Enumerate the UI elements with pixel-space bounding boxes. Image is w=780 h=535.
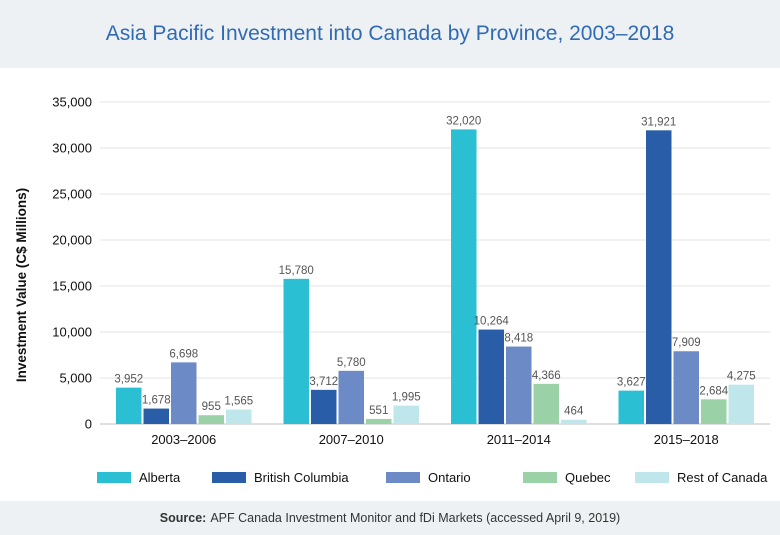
bar [393, 405, 419, 424]
data-label: 1,565 [224, 396, 253, 408]
y-tick-label: 10,000 [52, 325, 92, 340]
data-label: 10,264 [474, 316, 510, 328]
legend-swatch [523, 472, 557, 483]
data-labels: 3,952 1,678 6,698 955 1,565 15,780 3,712 5,780 5… [114, 115, 755, 417]
data-label: 1,995 [392, 392, 421, 404]
data-label: 7,909 [672, 337, 701, 349]
bar [283, 278, 309, 424]
data-label: 4,366 [532, 370, 561, 382]
bar [116, 387, 142, 424]
data-label: 1,678 [142, 395, 171, 407]
y-tick-label: 15,000 [52, 279, 92, 294]
bar [506, 346, 532, 424]
bar [451, 129, 477, 424]
x-tick-label: 2011–2014 [487, 432, 551, 447]
bar [143, 408, 169, 424]
bar [646, 130, 672, 425]
data-label: 32,020 [446, 115, 481, 127]
legend-item: Alberta [97, 470, 181, 485]
y-tick-label: 30,000 [52, 141, 92, 156]
legend-item: Quebec [523, 470, 611, 485]
x-tick-label: 2003–2006 [151, 432, 216, 447]
bar [198, 415, 224, 424]
legend-item: British Columbia [212, 470, 349, 485]
bar [673, 351, 699, 424]
legend-label: British Columbia [254, 470, 349, 485]
category-labels: 2003–2006 2007–2010 2011–2014 2015–2018 [151, 432, 719, 447]
legend-swatch [97, 472, 131, 483]
data-label: 4,275 [727, 371, 756, 383]
chart-title: Asia Pacific Investment into Canada by P… [105, 22, 675, 45]
bar [728, 384, 754, 424]
source-label: Source: [159, 511, 207, 525]
data-label: 3,627 [617, 377, 646, 389]
bar [478, 329, 504, 424]
x-tick-label: 2015–2018 [654, 432, 719, 447]
legend-item: Rest of Canada [635, 470, 768, 485]
bars [116, 129, 754, 425]
legend-label: Alberta [139, 470, 181, 485]
bar [226, 409, 252, 424]
bar [171, 362, 197, 424]
y-tick-label: 0 [85, 417, 92, 432]
bar [561, 419, 587, 424]
y-tick-label: 5,000 [59, 371, 92, 386]
legend-swatch [635, 472, 669, 483]
bar [533, 383, 559, 424]
data-label: 464 [564, 406, 584, 418]
bar [701, 399, 727, 424]
source-note: Source: APF Canada Investment Monitor an… [0, 501, 780, 535]
legend: Alberta British Columbia Ontario Quebec Rest… [97, 470, 768, 485]
data-label: 5,780 [337, 357, 366, 369]
bar [338, 370, 364, 424]
y-axis-ticks: 0 5,000 10,000 15,000 20,000 25,000 30,000 35,0… [52, 95, 92, 432]
data-label: 15,780 [279, 265, 314, 277]
y-axis-label: Investment Value (C$ Millions) [14, 188, 29, 382]
y-tick-label: 20,000 [52, 233, 92, 248]
y-tick-label: 25,000 [52, 187, 92, 202]
data-label: 6,698 [169, 348, 198, 360]
legend-swatch [212, 472, 246, 483]
data-label: 551 [369, 405, 388, 417]
legend-swatch [386, 472, 420, 483]
legend-item: Ontario [386, 470, 471, 485]
bar [618, 390, 644, 424]
x-tick-label: 2007–2010 [319, 432, 384, 447]
legend-label: Quebec [565, 470, 611, 485]
data-label: 955 [202, 401, 221, 413]
y-tick-label: 35,000 [52, 95, 92, 110]
data-label: 8,418 [504, 333, 533, 345]
bar [366, 418, 392, 424]
data-label: 3,952 [114, 374, 143, 386]
data-label: 2,684 [699, 385, 728, 397]
legend-label: Rest of Canada [677, 470, 768, 485]
legend-label: Ontario [428, 470, 471, 485]
data-label: 3,712 [309, 376, 338, 388]
data-label: 31,921 [641, 116, 676, 128]
title-band: Asia Pacific Investment into Canada by P… [0, 0, 780, 68]
bar [311, 389, 337, 424]
source-text: APF Canada Investment Monitor and fDi Ma… [210, 511, 621, 525]
